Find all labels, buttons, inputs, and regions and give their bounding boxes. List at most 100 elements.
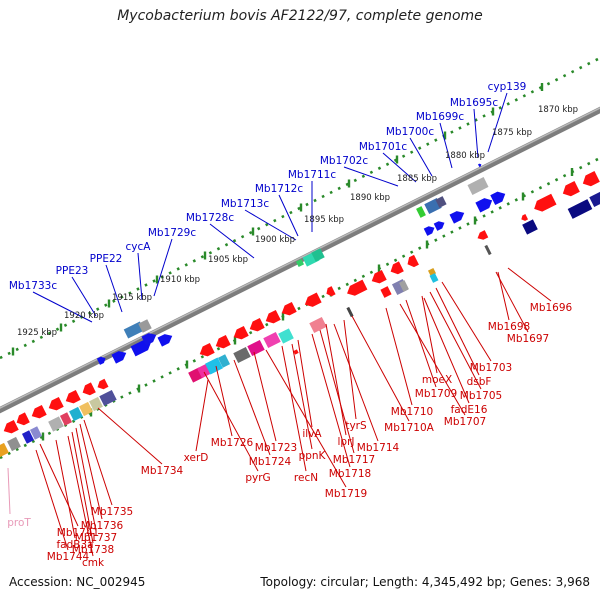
reverse-gene-feature <box>247 339 265 357</box>
reverse-gene-leader <box>97 407 163 465</box>
kbp-label: 1880 kbp <box>445 151 485 161</box>
reverse-gene-feature <box>79 401 93 417</box>
reverse-gene-leader <box>507 267 552 302</box>
reverse-gene-leader <box>429 291 482 390</box>
kbp-label: 1875 kbp <box>492 128 532 138</box>
reverse-gene-feature <box>16 412 30 426</box>
reverse-gene-label: Mb1724 <box>249 456 292 468</box>
reverse-gene-feature <box>521 213 529 221</box>
reverse-gene-leader <box>333 323 379 442</box>
reverse-gene-leader <box>203 371 259 472</box>
reverse-gene-feature <box>205 357 223 375</box>
reverse-gene-label: dsbF <box>467 376 492 388</box>
forward-gene-feature <box>435 196 447 208</box>
reverse-gene-label: Mb1710A <box>384 422 434 434</box>
forward-gene-feature <box>477 163 482 168</box>
reverse-gene-feature <box>65 389 81 404</box>
kbp-label: 1905 kbp <box>208 255 248 265</box>
reverse-gene-feature <box>233 346 251 364</box>
forward-gene-feature <box>416 206 426 218</box>
forward-gene-feature <box>295 258 305 268</box>
reverse-gene-leader <box>297 339 313 428</box>
reverse-gene-label: Mb1735 <box>91 506 133 518</box>
forward-gene-leader <box>137 252 143 301</box>
forward-gene-leader <box>278 194 299 237</box>
reverse-gene-label: xerD <box>184 452 209 464</box>
tick-layer <box>0 56 600 460</box>
reverse-gene-feature <box>567 199 593 219</box>
reverse-gene-feature <box>477 230 489 240</box>
forward-gene-feature <box>311 248 325 262</box>
reverse-gene-label: Mb1705 <box>460 390 502 402</box>
kbp-label: 1915 kbp <box>112 293 152 303</box>
reverse-gene-feature <box>407 254 419 268</box>
forward-gene-feature <box>123 321 145 339</box>
forward-gene-label: Mb1712c <box>255 183 303 195</box>
reverse-gene-feature <box>429 273 439 283</box>
reverse-gene-label: Mb1696 <box>530 302 573 314</box>
reverse-gene-label: Mb1703 <box>470 362 512 374</box>
reverse-gene-leader <box>385 307 413 406</box>
reverse-gene-label: Mb1723 <box>255 442 297 454</box>
reverse-gene-leader <box>215 365 233 437</box>
reverse-gene-feature <box>7 436 21 452</box>
reverse-gene-label: Mb1737 <box>75 532 117 544</box>
reverse-gene-feature <box>281 301 297 316</box>
reverse-gene-feature <box>399 280 409 292</box>
reverse-gene-feature <box>534 193 557 212</box>
reverse-gene-leader <box>83 419 113 506</box>
forward-gene-leader <box>244 209 297 241</box>
forward-gene-leader <box>473 108 479 159</box>
reverse-gene-leader <box>67 435 94 557</box>
reverse-gene-leader <box>351 315 410 422</box>
reverse-gene-leader <box>265 349 347 488</box>
reverse-gene-leader <box>291 343 313 450</box>
forward-gene-feature <box>475 198 493 213</box>
reverse-gene-feature <box>278 328 294 344</box>
reverse-gene-label: Mb1707 <box>444 416 486 428</box>
forward-gene-label: Mb1729c <box>148 227 196 239</box>
reverse-gene-label: ppnK <box>299 450 327 462</box>
reverse-gene-label: Mb1726 <box>211 437 254 449</box>
forward-gene-leader <box>105 264 123 313</box>
reverse-gene-label: Mb1714 <box>357 442 400 454</box>
reverse-gene-label: lprJ <box>338 436 355 448</box>
forward-gene-feature <box>449 211 465 224</box>
reverse-gene-feature <box>199 342 215 357</box>
reverse-gene-feature <box>263 331 281 349</box>
forward-gene-label: Mb1728c <box>186 212 234 224</box>
forward-gene-label: Mb1700c <box>386 126 434 138</box>
forward-gene-feature <box>141 333 157 346</box>
reverse-gene-label: fadE16 <box>451 404 488 416</box>
reverse-gene-label: Mb1710 <box>391 406 433 418</box>
reverse-gene-leader <box>253 351 277 442</box>
reverse-gene-label: moeX <box>422 374 452 386</box>
forward-gene-feature <box>157 334 173 347</box>
rna-gene-label: proT <box>7 517 31 529</box>
reverse-gene-feature <box>97 378 109 390</box>
map-title: Mycobacterium bovis AF2122/97, complete … <box>117 8 483 24</box>
reverse-gene-leader <box>423 297 470 404</box>
forward-gene-label: PPE23 <box>56 265 89 277</box>
forward-gene-leader <box>32 291 93 323</box>
reverse-gene-leader <box>233 359 271 456</box>
reverse-gene-feature <box>484 244 492 256</box>
reverse-gene-feature <box>69 406 83 422</box>
reverse-gene-feature <box>346 306 354 318</box>
reverse-gene-feature <box>249 317 265 332</box>
reverse-gene-label: ilvA <box>302 428 322 440</box>
reverse-gene-feature <box>48 396 64 411</box>
kbp-label: 1885 kbp <box>397 174 437 184</box>
reverse-gene-feature <box>215 334 231 349</box>
forward-gene-feature <box>111 351 127 364</box>
genome-info-text: Topology: circular; Length: 4,345,492 bp… <box>260 575 590 589</box>
reverse-gene-feature <box>304 292 322 307</box>
reverse-gene-leader <box>421 295 438 374</box>
reverse-gene-feature <box>82 382 96 396</box>
reverse-gene-label: Mb1736 <box>81 520 124 532</box>
reverse-gene-leader <box>55 439 76 539</box>
reverse-gene-leader <box>399 303 466 416</box>
reverse-gene-leader <box>75 427 97 532</box>
